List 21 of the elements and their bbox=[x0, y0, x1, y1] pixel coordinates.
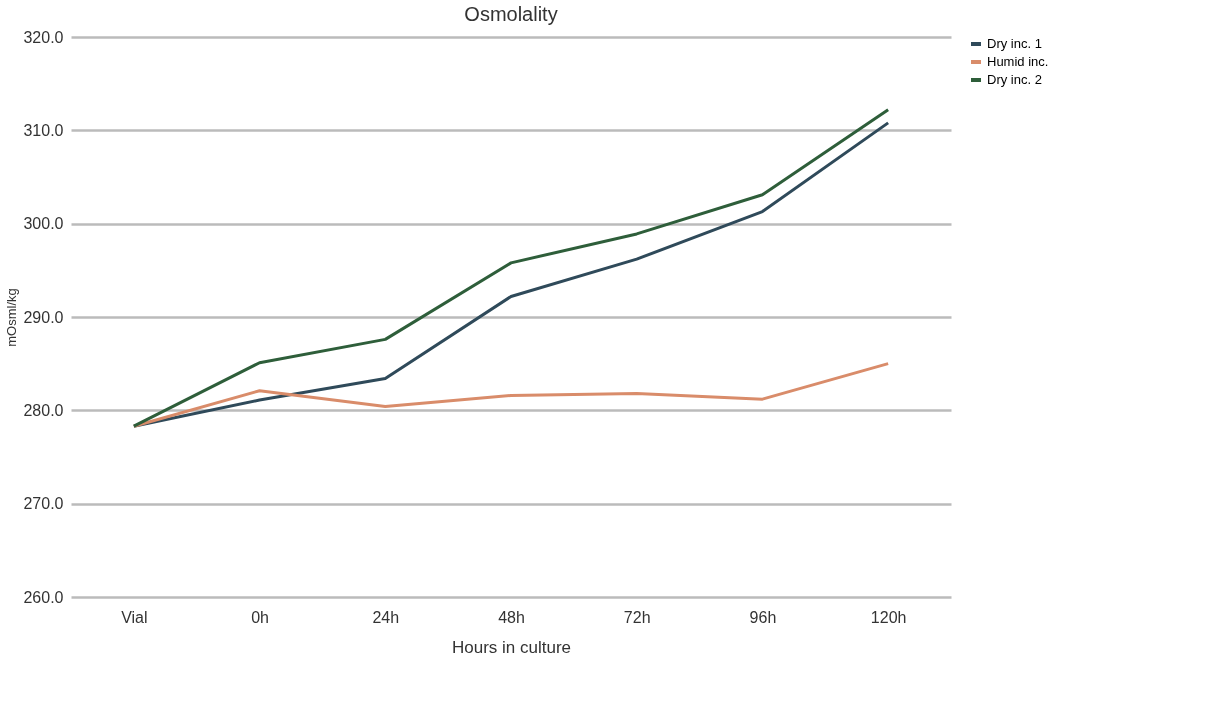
y-tick-label: 290.0 bbox=[23, 308, 64, 326]
x-axis-title: Hours in culture bbox=[451, 637, 572, 657]
y-tick-label: 270.0 bbox=[23, 495, 64, 513]
y-tick-label: 320.0 bbox=[23, 28, 64, 46]
x-tick-label: 0h bbox=[251, 608, 269, 626]
legend-label: Humid inc. bbox=[987, 54, 1049, 69]
y-tick-label: 310.0 bbox=[23, 121, 64, 139]
x-tick-label: 24h bbox=[372, 608, 400, 626]
y-tick-label: 260.0 bbox=[23, 588, 64, 606]
y-tick-label: 300.0 bbox=[23, 215, 64, 233]
legend-label: Dry inc. 1 bbox=[987, 36, 1042, 51]
x-tick-label: Vial bbox=[121, 608, 148, 626]
x-tick-label: 120h bbox=[870, 608, 907, 626]
x-tick-label: 48h bbox=[498, 608, 525, 626]
x-tick-label: 96h bbox=[749, 608, 777, 626]
line-series bbox=[132, 362, 890, 428]
x-tick-label: 72h bbox=[623, 608, 651, 626]
y-tick-label: 280.0 bbox=[23, 401, 64, 419]
legend-label: Dry inc. 2 bbox=[987, 72, 1042, 87]
chart-title: Osmolality bbox=[464, 3, 558, 25]
y-axis-title: mOsml/kg bbox=[4, 288, 20, 347]
